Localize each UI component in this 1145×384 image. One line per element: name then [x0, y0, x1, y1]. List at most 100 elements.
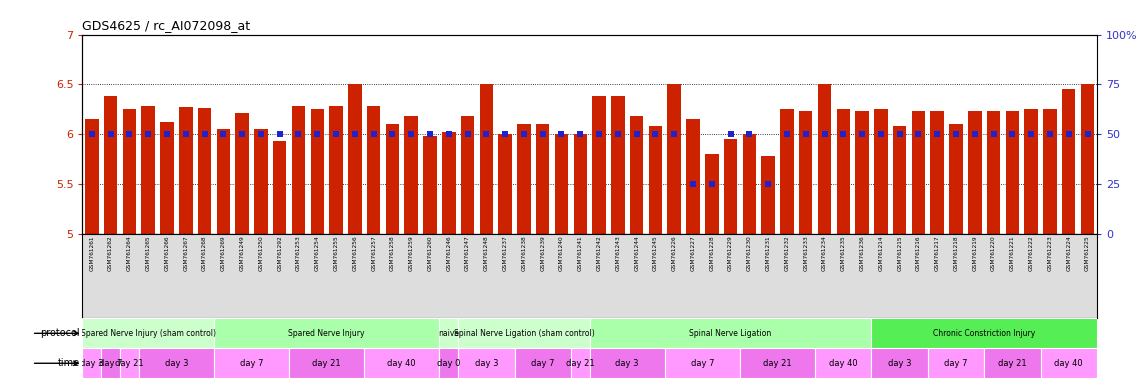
- Bar: [85, 119, 98, 234]
- Text: Spared Nerve Injury (sham control): Spared Nerve Injury (sham control): [80, 329, 215, 338]
- Text: GSM761228: GSM761228: [709, 235, 714, 271]
- Text: GSM761227: GSM761227: [690, 235, 695, 271]
- Bar: [179, 107, 192, 234]
- Bar: [460, 116, 474, 234]
- Text: time: time: [58, 358, 80, 368]
- Text: GSM761235: GSM761235: [840, 235, 846, 271]
- Bar: [142, 106, 155, 234]
- Text: GSM761240: GSM761240: [559, 235, 564, 271]
- Text: GSM761253: GSM761253: [297, 235, 301, 271]
- Text: GSM761256: GSM761256: [353, 235, 357, 271]
- Bar: [273, 141, 286, 234]
- Text: GSM761260: GSM761260: [427, 235, 433, 271]
- Bar: [571, 348, 590, 378]
- Text: protocol: protocol: [40, 328, 80, 338]
- Text: day 40: day 40: [829, 359, 858, 368]
- Bar: [871, 348, 927, 378]
- Bar: [214, 318, 440, 348]
- Text: GSM761219: GSM761219: [972, 235, 978, 271]
- Bar: [120, 348, 139, 378]
- Bar: [458, 348, 514, 378]
- Bar: [123, 109, 136, 234]
- Text: GSM761265: GSM761265: [145, 235, 151, 271]
- Text: GSM761268: GSM761268: [202, 235, 207, 271]
- Text: GSM761237: GSM761237: [503, 235, 507, 271]
- Text: day 21: day 21: [566, 359, 594, 368]
- Text: day 21: day 21: [116, 359, 144, 368]
- Bar: [611, 96, 625, 234]
- Bar: [442, 132, 456, 234]
- Bar: [668, 84, 681, 234]
- Text: GSM761234: GSM761234: [822, 235, 827, 271]
- Text: GSM761232: GSM761232: [784, 235, 789, 271]
- Text: day 40: day 40: [387, 359, 416, 368]
- Bar: [927, 348, 985, 378]
- Bar: [761, 156, 775, 234]
- Text: day 21: day 21: [313, 359, 341, 368]
- Text: GSM761243: GSM761243: [615, 235, 621, 271]
- Bar: [82, 318, 214, 348]
- Bar: [931, 111, 943, 234]
- Text: GSM761261: GSM761261: [89, 235, 94, 271]
- Bar: [686, 119, 700, 234]
- Bar: [348, 84, 362, 234]
- Text: Spared Nerve Injury: Spared Nerve Injury: [289, 329, 365, 338]
- Bar: [554, 134, 568, 234]
- Text: day 7: day 7: [945, 359, 968, 368]
- Text: day 3: day 3: [887, 359, 911, 368]
- Text: GSM761229: GSM761229: [728, 235, 733, 271]
- Text: GSM761262: GSM761262: [108, 235, 113, 271]
- Bar: [292, 106, 306, 234]
- Text: GSM761236: GSM761236: [860, 235, 864, 271]
- Bar: [101, 348, 120, 378]
- Bar: [310, 109, 324, 234]
- Text: GSM761225: GSM761225: [1085, 235, 1090, 271]
- Bar: [216, 129, 230, 234]
- Bar: [139, 348, 214, 378]
- Text: GSM761239: GSM761239: [540, 235, 545, 271]
- Text: GSM761267: GSM761267: [183, 235, 188, 271]
- Text: day 3: day 3: [474, 359, 498, 368]
- Bar: [82, 348, 101, 378]
- Text: GSM761245: GSM761245: [653, 235, 658, 271]
- Bar: [818, 84, 831, 234]
- Text: GSM761241: GSM761241: [578, 235, 583, 271]
- Text: GSM761216: GSM761216: [916, 235, 921, 271]
- Text: GSM761266: GSM761266: [165, 235, 169, 271]
- Text: GSM761249: GSM761249: [239, 235, 245, 271]
- Bar: [366, 106, 380, 234]
- Text: day 21: day 21: [764, 359, 792, 368]
- Text: GSM761230: GSM761230: [747, 235, 752, 271]
- Bar: [705, 154, 719, 234]
- Bar: [364, 348, 440, 378]
- Text: GSM761223: GSM761223: [1048, 235, 1052, 271]
- Text: GSM761255: GSM761255: [333, 235, 339, 271]
- Bar: [1005, 111, 1019, 234]
- Text: GSM761233: GSM761233: [804, 235, 808, 271]
- Bar: [815, 348, 871, 378]
- Text: day 3: day 3: [616, 359, 639, 368]
- Text: GSM761264: GSM761264: [127, 235, 132, 271]
- Text: day 3: day 3: [80, 359, 103, 368]
- Text: GSM761246: GSM761246: [447, 235, 451, 271]
- Text: GSM761254: GSM761254: [315, 235, 319, 271]
- Bar: [480, 84, 493, 234]
- Text: GSM761231: GSM761231: [766, 235, 771, 271]
- Bar: [590, 348, 665, 378]
- Bar: [649, 126, 662, 234]
- Bar: [386, 124, 400, 234]
- Text: GSM761221: GSM761221: [1010, 235, 1014, 271]
- Bar: [911, 111, 925, 234]
- Bar: [630, 116, 643, 234]
- Text: GSM761250: GSM761250: [259, 235, 263, 271]
- Text: day 7: day 7: [239, 359, 263, 368]
- Bar: [968, 111, 981, 234]
- Bar: [590, 318, 871, 348]
- Text: GSM761238: GSM761238: [521, 235, 527, 271]
- Bar: [1025, 109, 1037, 234]
- Text: GSM761244: GSM761244: [634, 235, 639, 271]
- Bar: [665, 348, 740, 378]
- Bar: [743, 134, 756, 234]
- Bar: [440, 318, 458, 348]
- Bar: [404, 116, 418, 234]
